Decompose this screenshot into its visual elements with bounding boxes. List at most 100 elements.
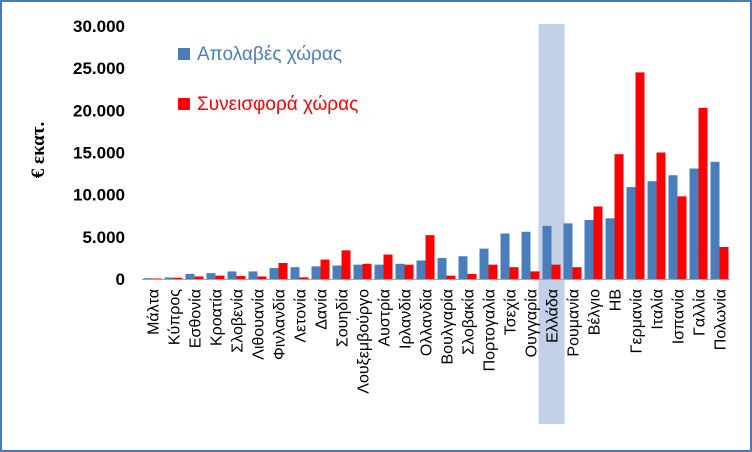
- bar-contribution-0: [152, 278, 162, 279]
- bar-earnings-21: [584, 219, 594, 279]
- bar-contribution-6: [278, 262, 288, 279]
- bar-contribution-22: [614, 154, 624, 279]
- bar-contribution-1: [173, 277, 183, 279]
- bar-contribution-25: [677, 196, 687, 279]
- bar-earnings-26: [689, 168, 699, 279]
- y-axis-label: € εκατ.: [28, 122, 49, 178]
- bar-contribution-8: [320, 259, 330, 279]
- x-category-label: Βέλγιο: [587, 289, 604, 335]
- y-tick-label: 20.000: [73, 101, 125, 120]
- bar-earnings-4: [227, 271, 237, 279]
- bar-earnings-8: [311, 266, 321, 279]
- bar-contribution-12: [404, 264, 414, 279]
- bar-contribution-21: [593, 206, 603, 279]
- bar-earnings-18: [521, 231, 531, 279]
- x-category-label: Λιθουανία: [251, 289, 268, 360]
- bar-earnings-3: [206, 273, 216, 279]
- bar-contribution-2: [194, 276, 204, 279]
- y-tick-label: 0: [116, 270, 125, 289]
- x-category-label: Κροατία: [209, 289, 226, 346]
- bar-contribution-24: [656, 152, 666, 279]
- bar-earnings-12: [395, 263, 405, 279]
- bar-earnings-27: [710, 161, 720, 279]
- x-category-label: Δανία: [314, 289, 331, 330]
- x-category-label: Τσεχία: [503, 289, 520, 335]
- bar-contribution-14: [446, 275, 456, 279]
- x-category-label: Λουξεμβούργο: [356, 289, 373, 394]
- bar-earnings-5: [248, 271, 258, 279]
- x-category-label: ΗΒ: [608, 289, 625, 311]
- x-category-label: Βουλγαρία: [440, 289, 457, 364]
- bar-contribution-17: [509, 267, 519, 279]
- bar-contribution-15: [467, 273, 477, 279]
- bar-earnings-13: [416, 260, 426, 279]
- x-category-label: Ισπανία: [671, 289, 688, 344]
- x-category-label: Γερμανία: [629, 289, 646, 353]
- x-category-label: Φινλανδία: [272, 289, 289, 360]
- legend-swatch-contribution: [178, 98, 190, 110]
- bar-earnings-1: [164, 277, 174, 279]
- x-axis-categories: Μάλτα Κύπρος Εσθονία Κροατία Σλοβενία Λιθουαν…: [146, 289, 730, 394]
- y-axis-ticks: 0 5.000 10.000 15.000 20.000 25.000 30.000: [73, 17, 125, 289]
- bar-contribution-7: [299, 277, 309, 279]
- y-tick-label: 5.000: [82, 228, 125, 247]
- bar-earnings-23: [626, 187, 636, 279]
- bar-earnings-24: [647, 181, 657, 279]
- bar-earnings-20: [563, 223, 573, 279]
- legend-label-earnings: Απολαβές χώρας: [197, 44, 342, 65]
- y-tick-label: 25.000: [73, 59, 125, 78]
- bar-earnings-11: [374, 264, 384, 279]
- bar-earnings-9: [332, 265, 342, 279]
- y-tick-label: 10.000: [73, 186, 125, 205]
- bar-earnings-2: [185, 273, 195, 279]
- x-category-label: Ελλάδα: [545, 289, 562, 343]
- x-category-label: Ιταλία: [650, 289, 667, 330]
- x-category-label: Πορτογαλία: [482, 289, 499, 371]
- bar-contribution-27: [719, 246, 729, 279]
- bar-contribution-16: [488, 264, 498, 279]
- legend: Απολαβές χώρας Συνεισφορά χώρας: [178, 44, 358, 115]
- bar-contribution-23: [635, 72, 645, 279]
- x-category-label: Λετονία: [293, 289, 310, 343]
- bar-contribution-10: [362, 263, 372, 279]
- bar-contribution-20: [572, 267, 582, 279]
- bar-earnings-10: [353, 264, 363, 279]
- bar-earnings-14: [437, 257, 447, 279]
- x-category-label: Ιρλανδία: [398, 289, 415, 349]
- highlight-band: [538, 24, 565, 424]
- bar-earnings-7: [290, 267, 300, 279]
- legend-swatch-earnings: [178, 48, 190, 60]
- bar-earnings-25: [668, 175, 678, 279]
- x-category-label: Σουηδία: [335, 289, 352, 347]
- x-category-label: Σλοβακία: [461, 289, 478, 355]
- bar-contribution-4: [236, 276, 246, 279]
- y-tick-label: 30.000: [73, 17, 125, 36]
- bar-contribution-13: [425, 235, 435, 279]
- x-category-label: Μάλτα: [146, 289, 163, 335]
- legend-label-contribution: Συνεισφορά χώρας: [197, 94, 358, 115]
- bar-earnings-16: [479, 248, 489, 279]
- bar-earnings-6: [269, 268, 279, 279]
- bar-earnings-22: [605, 218, 615, 279]
- bar-contribution-9: [341, 250, 351, 279]
- x-category-label: Πολωνία: [713, 289, 730, 350]
- x-category-label: Ολλανδία: [419, 289, 436, 356]
- y-tick-label: 15.000: [73, 144, 125, 163]
- bar-contribution-19: [551, 264, 561, 279]
- x-category-label: Αυστρία: [377, 289, 394, 347]
- bar-contribution-5: [257, 276, 267, 279]
- bar-contribution-11: [383, 254, 393, 279]
- x-category-label: Ουγγαρία: [524, 289, 541, 357]
- bar-contribution-18: [530, 271, 540, 279]
- bar-earnings-15: [458, 256, 468, 279]
- bar-contribution-26: [698, 107, 708, 279]
- bar-earnings-0: [143, 278, 153, 279]
- bar-earnings-19: [542, 225, 552, 279]
- x-category-label: Γαλλία: [692, 289, 709, 336]
- x-category-label: Κύπρος: [167, 289, 184, 345]
- x-category-label: Σλοβενία: [230, 289, 247, 353]
- x-category-label: Ρουμανία: [566, 289, 583, 357]
- bar-earnings-17: [500, 233, 510, 279]
- x-category-label: Εσθονία: [188, 289, 205, 348]
